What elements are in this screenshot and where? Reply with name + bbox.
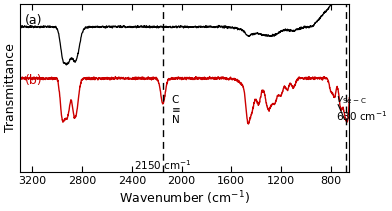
Text: (a): (a) [25, 14, 42, 27]
Text: C
≡
N: C ≡ N [172, 95, 180, 125]
Text: 2150 cm$^{-1}$: 2150 cm$^{-1}$ [134, 158, 192, 172]
Text: (b): (b) [25, 74, 43, 87]
Text: $v_{\mathrm{Se-C}}$
630 cm$^{-1}$: $v_{\mathrm{Se-C}}$ 630 cm$^{-1}$ [336, 95, 387, 123]
Y-axis label: Transmittance: Transmittance [4, 43, 17, 132]
X-axis label: Wavenumber (cm$^{-1}$): Wavenumber (cm$^{-1}$) [119, 189, 250, 207]
